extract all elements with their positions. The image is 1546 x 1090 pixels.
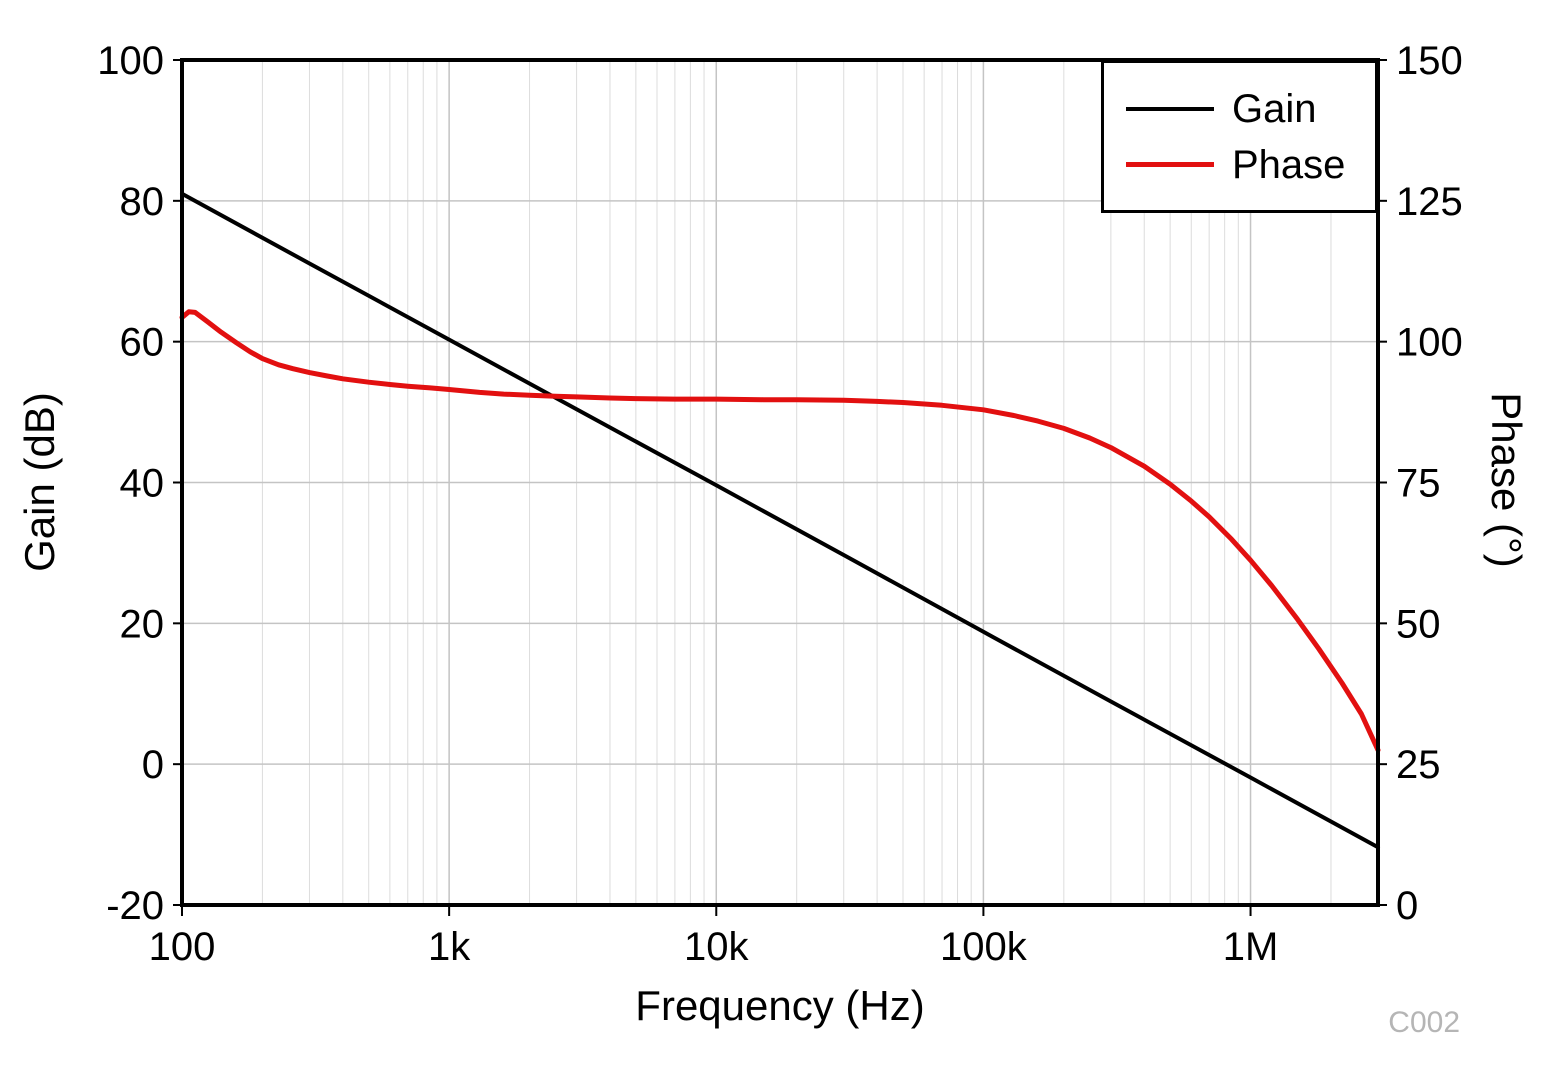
right-y-tick-label: 100 [1396,321,1463,365]
x-axis-title: Frequency (Hz) [635,982,925,1029]
right-y-axis-title: Phase (°) [1483,392,1530,568]
left-y-tick-label: 60 [120,321,165,365]
x-tick-label: 1k [428,925,471,969]
grid-major [182,60,1378,905]
left-y-tick-label: -20 [106,884,164,928]
x-tick-label: 10k [684,925,749,969]
left-y-tick-label: 20 [120,602,165,646]
left-y-tick-label: 100 [97,39,164,83]
right-y-tick-label: 25 [1396,743,1441,787]
right-y-tick-label: 0 [1396,884,1418,928]
x-tick-label: 100 [149,925,216,969]
right-y-tick-label: 150 [1396,39,1463,83]
legend-label-phase: Phase [1232,142,1346,187]
x-tick-label: 100k [940,925,1028,969]
left-y-tick-label: 80 [120,180,165,224]
legend-item-phase: Phase [1126,145,1375,185]
phase-line-swatch [1126,162,1214,167]
gain-line-swatch [1126,106,1214,111]
right-y-tick-label: 125 [1396,180,1463,224]
tick-labels: 100 1k 10k 100k 1M -20 0 20 40 60 80 100 0 25 50 75 100 1… [97,39,1463,969]
right-y-tick-label: 75 [1396,462,1441,506]
plot-frame [180,58,1380,907]
plot-border [180,58,1380,907]
tick-marks [173,59,1387,916]
figure-code: C002 [1388,1006,1460,1039]
legend-label-gain: Gain [1232,86,1317,131]
right-y-tick-label: 50 [1396,602,1441,646]
series-lines [179,191,1381,850]
legend: Gain Phase [1101,60,1378,213]
legend-item-gain: Gain [1126,89,1375,129]
left-y-axis-title: Gain (dB) [16,392,63,572]
phase-line [179,309,1381,753]
x-tick-label: 1M [1223,925,1279,969]
left-y-tick-label: 0 [142,743,164,787]
left-y-tick-label: 40 [120,462,165,506]
gain-line [180,191,1380,850]
